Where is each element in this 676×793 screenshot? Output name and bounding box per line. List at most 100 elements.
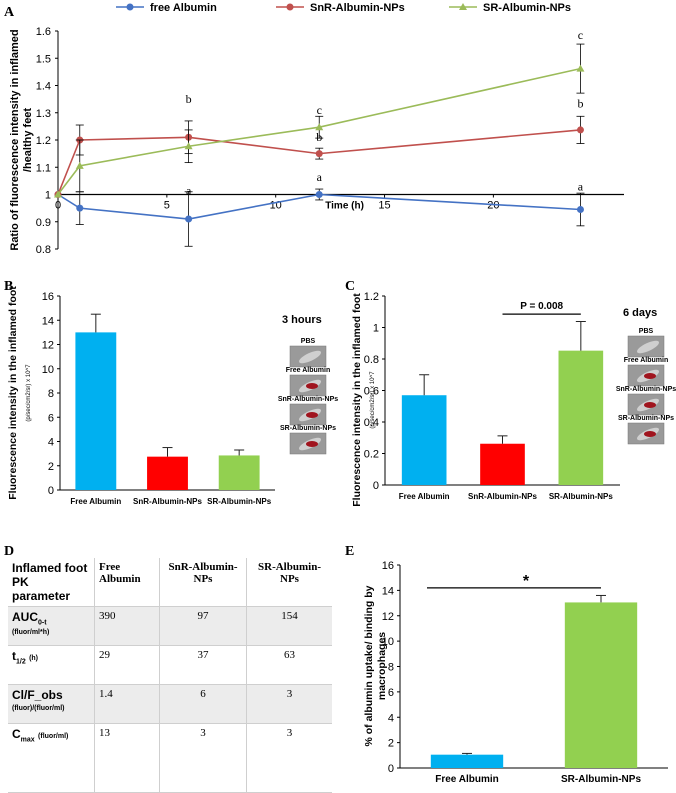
y-tick-label: 6 <box>388 687 394 699</box>
pk-table-header-row: Inflamed foot PK parameter Free Albumin … <box>8 558 332 607</box>
data-point <box>185 215 193 223</box>
pk-cell: 154 <box>246 606 332 646</box>
pk-header-snr: SnR-Albumin-NPs <box>159 558 247 607</box>
pk-cell: 13 <box>94 723 160 793</box>
thumbnail-label: PBS <box>639 328 654 335</box>
thumbnail-label: SnR-Albumin-NPs <box>616 386 676 393</box>
x-axis-title: Time (h) <box>325 201 364 212</box>
data-point <box>315 150 323 158</box>
panel-letter-d: D <box>4 544 14 559</box>
y-tick-label: 16 <box>42 291 54 303</box>
y-axis-unit: (p/sec/cm2/sr) x 10^7 <box>370 371 376 429</box>
chart-c-bar: 0 0.2 0.4 0.6 0.8 1 1.2 Free Albumin SnR-Albumin… <box>351 291 676 507</box>
y-tick-label: 0 <box>48 485 54 497</box>
y-tick-label: 16 <box>382 560 394 572</box>
y-tick-label: 1.3 <box>36 108 51 120</box>
y-axis-title: Fluorescence intensity in the inflamed f… <box>7 286 19 500</box>
pk-cell: 63 <box>246 645 332 685</box>
bar <box>218 455 260 490</box>
pk-cell: 3 <box>246 684 332 724</box>
data-point <box>184 142 193 150</box>
pk-cell: 3 <box>159 723 247 793</box>
y-tick-label: 1.2 <box>36 135 51 147</box>
pk-row-clearance: Cl/F_obs (fluor)/(fluor/ml) 1.4 6 3 <box>8 684 332 724</box>
chart-subtitle: 6 days <box>623 307 657 319</box>
y-tick-label: 2 <box>388 738 394 750</box>
pk-row-half-life: t1/2 (h) 29 37 63 <box>8 645 332 685</box>
data-point <box>315 191 323 198</box>
panel-letter-c: C <box>345 279 355 294</box>
significance-letter: b <box>577 96 583 110</box>
y-axis-unit: (p/sec/cm2/sr) x 10^7 <box>26 364 32 422</box>
pk-parameter-table: Inflamed foot PK parameter Free Albumin … <box>8 558 332 793</box>
data-point <box>54 190 62 198</box>
y-tick-label: 14 <box>42 315 54 327</box>
x-tick-label: 20 <box>487 200 499 212</box>
y-tick-label: 0.8 <box>364 354 379 366</box>
thumbnail-label: SR-Albumin-NPs <box>618 415 674 422</box>
y-tick-label: 8 <box>388 662 394 674</box>
y-tick-label: 0.9 <box>36 217 51 229</box>
legend-label: SnR-Albumin-NPs <box>310 2 405 14</box>
panel-letter-e: E <box>345 544 354 559</box>
bar <box>564 602 638 768</box>
y-tick-label: 1.4 <box>36 81 51 93</box>
panel-letter-a: A <box>4 5 15 20</box>
bar <box>147 456 188 490</box>
pk-cell: 97 <box>159 606 247 646</box>
category-label: SR-Albumin-NPs <box>561 774 641 785</box>
x-tick-label: 15 <box>378 200 390 212</box>
y-tick-label: 2 <box>48 461 54 473</box>
y-axis-title: Ratio of fluorescence intensity in infla… <box>9 29 34 250</box>
bar <box>75 332 117 490</box>
y-tick-label: 14 <box>382 585 394 597</box>
pk-cell: 1.4 <box>94 684 160 724</box>
chart-e-bar: 0 2 4 6 8 10 12 14 16 Free Albumin SR-Albumin-NPs%… <box>363 560 668 785</box>
legend-marker <box>459 3 467 10</box>
category-label: Free Albumin <box>70 497 121 506</box>
bar <box>480 443 525 485</box>
pk-header-free-albumin: Free Albumin <box>94 558 160 607</box>
y-tick-label: 10 <box>42 364 54 376</box>
signal-spot <box>644 431 656 437</box>
significance-letter: a <box>186 184 192 198</box>
y-axis-title-line: /healthy feet <box>22 108 34 173</box>
x-tick-label: 0 <box>55 200 61 212</box>
y-tick-label: 12 <box>42 340 54 352</box>
pk-header-sr: SR-Albumin-NPs <box>246 558 332 607</box>
y-tick-label: 8 <box>48 388 54 400</box>
thumbnail-label: SR-Albumin-NPs <box>280 425 336 432</box>
y-tick-label: 1.1 <box>36 162 51 174</box>
signal-spot <box>306 412 318 418</box>
chart-b-bar: 0 2 4 6 8 10 12 14 16 Free Albumin SnR-Albumin-NPs… <box>7 286 338 506</box>
pk-row-label: Cmax (fluor/ml) <box>8 723 95 793</box>
bar <box>430 754 504 768</box>
legend-marker <box>126 3 134 11</box>
y-axis-title-line: Ratio of fluorescence intensity in infla… <box>9 29 21 250</box>
pk-row-label: Cl/F_obs (fluor)/(fluor/ml) <box>8 684 95 724</box>
significance-letter: c <box>578 28 583 42</box>
pk-row-label: t1/2 (h) <box>8 645 95 685</box>
y-tick-label: 0 <box>373 480 379 492</box>
pk-cell: 6 <box>159 684 247 724</box>
category-label: SnR-Albumin-NPs <box>468 492 537 501</box>
y-tick-label: 12 <box>382 611 394 623</box>
y-tick-label: 1.2 <box>364 291 379 303</box>
data-point <box>315 123 324 131</box>
significance-letter: c <box>317 103 322 117</box>
pk-cell: 390 <box>94 606 160 646</box>
data-point <box>576 126 584 134</box>
signal-spot <box>644 373 656 379</box>
pk-header-parameter: Inflamed foot PK parameter <box>8 558 95 607</box>
legend-label: SR-Albumin-NPs <box>483 2 571 14</box>
category-label: SR-Albumin-NPs <box>207 497 272 506</box>
data-point <box>576 205 584 213</box>
y-axis-title: Fluorescence intensity in the inflamed f… <box>351 293 363 507</box>
signal-spot <box>644 402 656 408</box>
p-value-label: P = 0.008 <box>520 301 563 312</box>
thumbnail-label: SnR-Albumin-NPs <box>278 396 338 403</box>
pk-row-auc: AUC0-t (fluor/ml*h) 390 97 154 <box>8 606 332 646</box>
significance-letter: b <box>186 92 192 106</box>
